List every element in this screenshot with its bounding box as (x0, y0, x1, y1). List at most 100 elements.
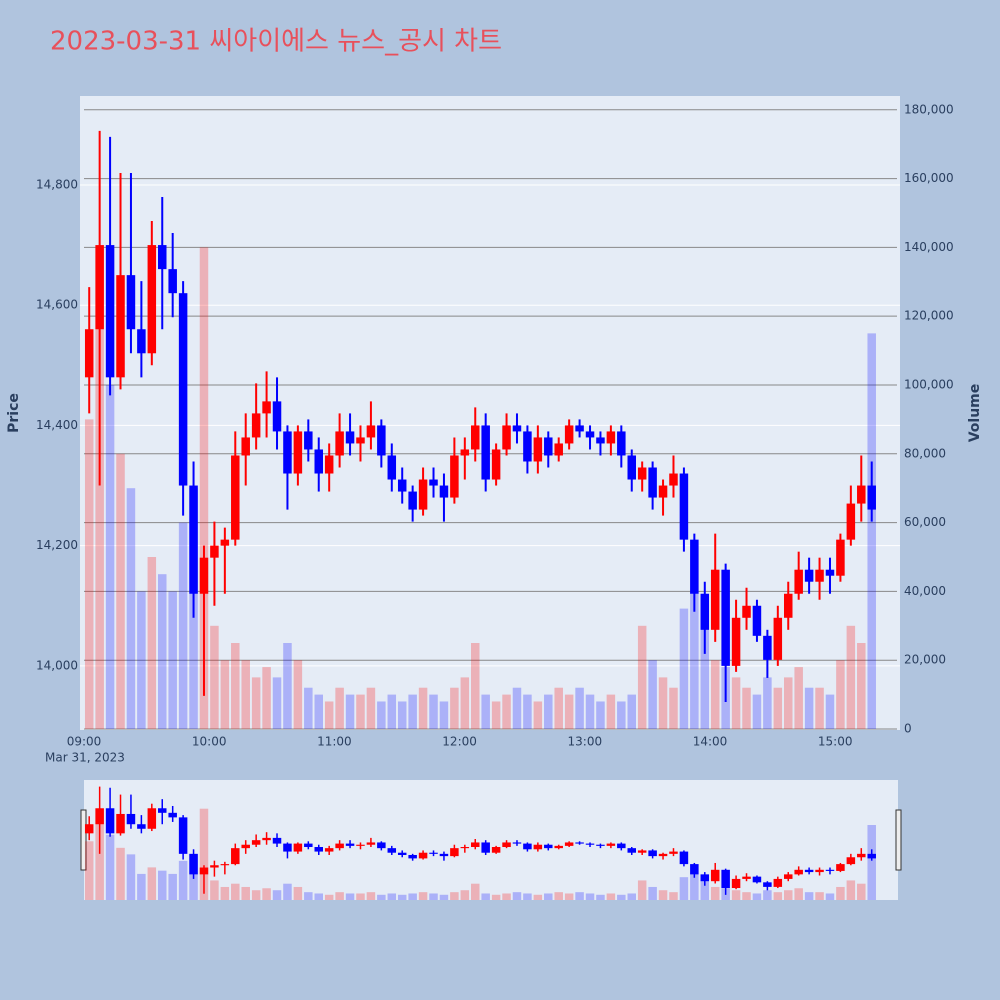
volume-bar (710, 660, 720, 729)
mini-volume-bar (825, 893, 835, 900)
mini-volume-bar (241, 886, 250, 900)
volume-bar (690, 591, 699, 729)
mini-volume-bar (345, 893, 355, 900)
volume-bar (178, 522, 188, 729)
volume-bar (304, 687, 313, 729)
range-handle[interactable] (80, 809, 87, 871)
mini-volume-bar (158, 870, 167, 900)
volume-bar (147, 556, 157, 729)
mini-candle-body (262, 837, 271, 841)
candle-body (564, 425, 574, 444)
candle-body (512, 425, 522, 432)
mini-volume-bar (147, 867, 157, 900)
candle-body (773, 617, 783, 660)
mini-volume-bar (397, 894, 407, 900)
mini-candle-body (752, 876, 762, 883)
mini-candle-body (512, 842, 522, 844)
candle-body (836, 539, 845, 576)
mini-volume-bar (804, 892, 814, 900)
volume-bar (262, 667, 271, 729)
candle-body (491, 449, 501, 480)
mini-candle-body (345, 843, 355, 846)
volume-bar (700, 625, 710, 729)
volume-bar (345, 694, 355, 729)
mini-volume-bar (627, 893, 636, 900)
x-tick-label: 15:00 (818, 735, 853, 749)
mini-candle-body (272, 837, 282, 844)
candle-body (356, 437, 365, 444)
mini-candle-body (105, 808, 115, 834)
range-slider[interactable] (84, 780, 898, 900)
plot-area (80, 96, 900, 730)
mini-volume-bar (846, 880, 856, 900)
volume-bar (825, 694, 835, 729)
y2-tick-label: 60,000 (904, 515, 946, 529)
candle-body (450, 455, 459, 498)
candle-body (742, 605, 751, 618)
mini-volume-bar (617, 894, 626, 900)
mini-candle-body (815, 869, 824, 873)
candle-body (377, 425, 386, 456)
mini-candle-body (721, 869, 730, 889)
mini-candle-body (637, 850, 647, 853)
x-tick-label: 13:00 (568, 735, 603, 749)
mini-volume-bar (450, 892, 459, 900)
volume-bar (251, 677, 261, 729)
volume-bar (617, 701, 626, 729)
range-handle[interactable] (895, 809, 902, 871)
candle-body (471, 425, 480, 450)
mini-candle-body (773, 878, 783, 887)
volume-bar (742, 687, 751, 729)
x-tick-label: 11:00 (317, 735, 352, 749)
y-tick-label: 14,200 (36, 538, 78, 552)
candle-body (408, 491, 417, 510)
x-date-label: Mar 31, 2023 (45, 751, 125, 765)
mini-volume-bar (502, 893, 511, 900)
volume-bar (471, 642, 480, 729)
candle-body (105, 245, 115, 378)
volume-bar (564, 694, 574, 729)
mini-volume-bar (429, 893, 438, 900)
mini-volume-bar (366, 892, 376, 900)
candle-body (387, 455, 397, 480)
volume-bar (377, 701, 386, 729)
mini-candle-body (742, 876, 751, 879)
mini-candle-body (231, 848, 240, 865)
volume-bar (857, 642, 866, 729)
mini-candle-body (502, 842, 511, 848)
volume-bar (231, 642, 240, 729)
mini-volume-bar (533, 894, 543, 900)
mini-candle-body (418, 852, 428, 859)
mini-volume-bar (126, 854, 136, 900)
candle-body (241, 437, 250, 456)
mini-volume-bar (210, 880, 219, 900)
mini-volume-bar (752, 893, 762, 900)
mini-volume-bar (178, 860, 188, 900)
mini-candle-body (178, 817, 188, 854)
mini-volume-bar (836, 886, 845, 900)
mini-candle-body (857, 853, 866, 858)
volume-bar (544, 694, 553, 729)
mini-candle-body (95, 808, 104, 825)
candle-body (439, 485, 449, 498)
candle-body (857, 485, 866, 504)
candle-body (137, 329, 146, 354)
volume-bar (752, 694, 762, 729)
mini-candle-body (679, 851, 689, 865)
volume-bar (429, 694, 438, 729)
mini-volume-bar (491, 894, 501, 900)
volume-bar (199, 247, 209, 729)
mini-candle-body (158, 808, 167, 813)
candle-body (418, 479, 428, 510)
candle-body (251, 413, 261, 438)
candle-body (606, 431, 616, 444)
candle-body (460, 449, 470, 456)
mini-volume-bar (742, 892, 751, 900)
candle-body (585, 431, 595, 438)
y2-tick-label: 80,000 (904, 446, 946, 460)
volume-bar (481, 694, 490, 729)
mini-candle-body (397, 852, 407, 855)
mini-candle-body (763, 882, 772, 887)
mini-candle-body (168, 812, 177, 818)
candle-body (283, 431, 292, 474)
